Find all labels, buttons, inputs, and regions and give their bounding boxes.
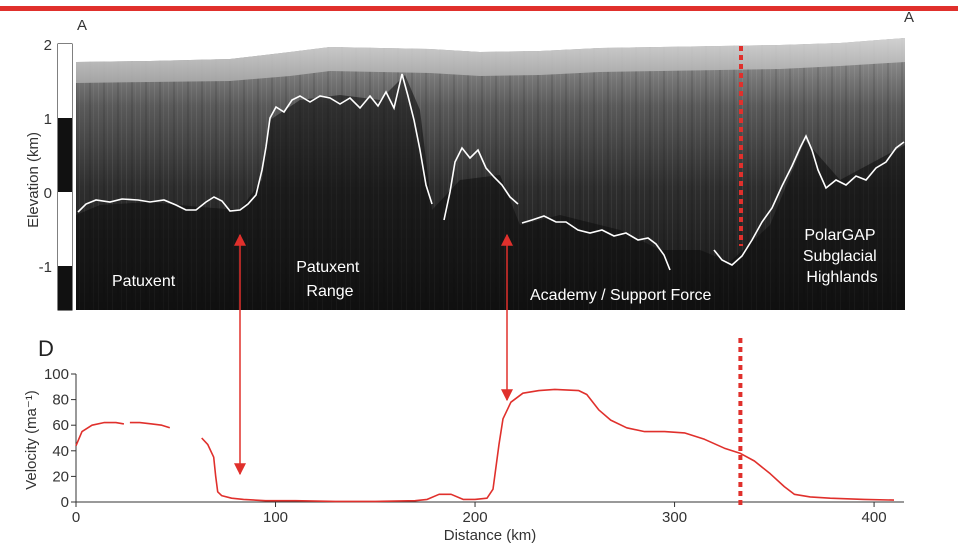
velocity-y-axis-title: Velocity (ma⁻¹) bbox=[23, 390, 40, 490]
region-label-patuxent-range: Patuxent Range bbox=[296, 259, 364, 300]
velocity-line bbox=[75, 421, 125, 447]
region-label-patuxent: Patuxent bbox=[112, 273, 176, 290]
velocity-line bbox=[129, 421, 171, 429]
radar-y-axis-title: Elevation (km) bbox=[25, 132, 42, 228]
radar-ytick-label: 0 bbox=[44, 185, 52, 202]
radar-ytick-label: -1 bbox=[39, 259, 52, 276]
bed-reflector-line bbox=[713, 134, 905, 266]
y-tick-label: 100 bbox=[44, 366, 69, 383]
y-tick-label: 80 bbox=[52, 392, 69, 409]
scale-bar-segment bbox=[58, 192, 72, 266]
bedrock-shadow bbox=[76, 75, 905, 310]
velocity-x-axis-title: Distance (km) bbox=[444, 527, 537, 544]
bed-reflector-line bbox=[77, 73, 433, 213]
velocity-panel: D Velocity (ma⁻¹) Distance (km) 0 100 200 3… bbox=[23, 336, 904, 544]
bed-reflector-line bbox=[443, 146, 519, 221]
x-tick-label: 0 bbox=[72, 509, 80, 526]
ice-surface-band bbox=[76, 38, 905, 83]
radar-ytick-label: 2 bbox=[44, 37, 52, 54]
region-label-line: Highlands bbox=[806, 269, 877, 286]
corner-label-left: A bbox=[77, 17, 87, 34]
velocity-ticks: 0 100 200 300 400 0 20 40 60 80 100 bbox=[44, 366, 887, 526]
region-label-line: PolarGAP bbox=[804, 227, 875, 244]
y-tick-label: 20 bbox=[52, 468, 69, 485]
radargram-panel: A A 2 1 0 -1 Elevation (km) Patuxent Pat… bbox=[25, 9, 914, 311]
scale-bar-segment bbox=[58, 44, 72, 118]
scale-bar-segment bbox=[58, 266, 72, 310]
y-tick-label: 40 bbox=[52, 443, 69, 460]
panel-letter-d: D bbox=[38, 336, 54, 361]
region-label-line: Subglacial bbox=[803, 248, 877, 265]
radar-ytick-label: 1 bbox=[44, 111, 52, 128]
y-tick-label: 60 bbox=[52, 417, 69, 434]
x-tick-label: 200 bbox=[463, 509, 488, 526]
region-label-line: Patuxent bbox=[296, 259, 360, 276]
top-accent-rule bbox=[0, 6, 958, 11]
scale-bar-segment bbox=[58, 118, 72, 192]
region-label-academy-support-force: Academy / Support Force bbox=[530, 287, 712, 304]
bed-reflector-line bbox=[521, 215, 671, 271]
region-label-polargap: PolarGAP Subglacial Highlands bbox=[803, 227, 881, 286]
x-tick-label: 100 bbox=[263, 509, 288, 526]
region-label-line: Range bbox=[306, 283, 353, 300]
velocity-series bbox=[75, 388, 895, 503]
x-tick-label: 300 bbox=[662, 509, 687, 526]
x-tick-label: 400 bbox=[862, 509, 887, 526]
velocity-line bbox=[201, 388, 895, 503]
y-tick-label: 0 bbox=[61, 494, 69, 511]
corner-label-right: A bbox=[904, 9, 914, 26]
